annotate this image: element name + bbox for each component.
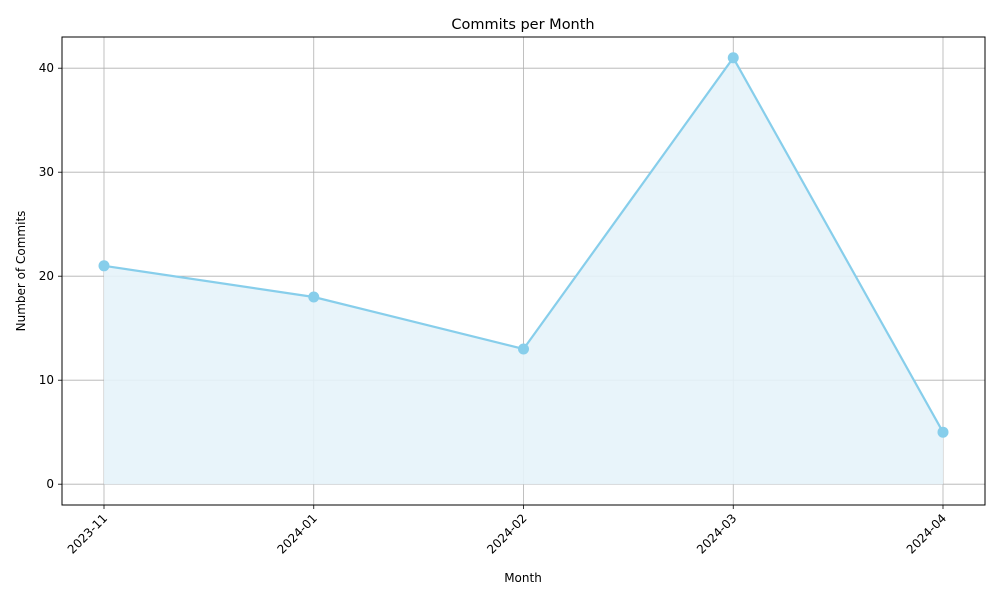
- data-point: [727, 52, 739, 64]
- y-tick-label: 30: [39, 165, 54, 179]
- chart-title: Commits per Month: [451, 17, 594, 33]
- data-points: [98, 52, 949, 438]
- y-tick-label: 10: [39, 373, 54, 387]
- data-point: [98, 260, 110, 272]
- area-fill: [104, 57, 943, 485]
- x-axis-title: Month: [504, 571, 542, 585]
- data-point: [518, 343, 529, 355]
- data-point: [308, 291, 320, 303]
- y-tick-label: 40: [39, 61, 54, 75]
- y-axis-ticks: 0 10 20 30 40: [39, 61, 62, 491]
- y-axis-title: Number of Commits: [14, 211, 28, 332]
- data-point: [937, 426, 949, 438]
- y-tick-label: 0: [46, 477, 54, 491]
- y-tick-label: 20: [39, 269, 54, 283]
